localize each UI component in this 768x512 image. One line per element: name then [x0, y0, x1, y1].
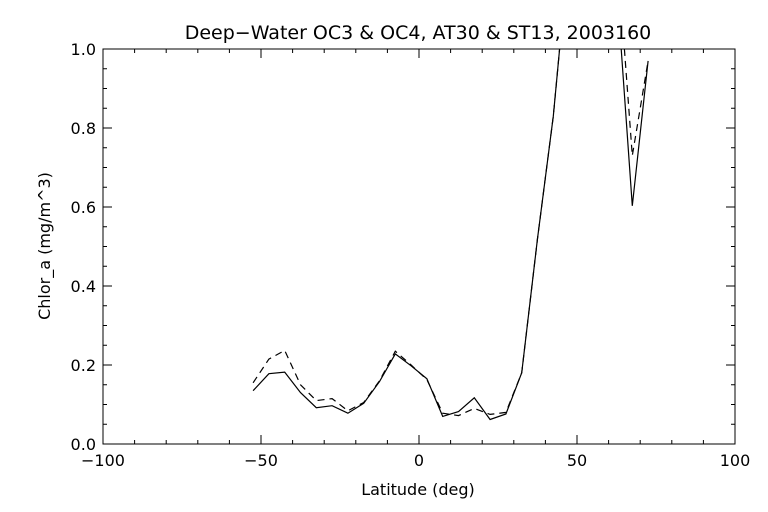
y-tick-label: 0.2 — [71, 356, 96, 375]
x-tick-label: 0 — [414, 451, 424, 470]
solid-series-line-segment-2 — [620, 48, 649, 206]
dashed-series-line-segment-1 — [252, 48, 561, 417]
plot-frame — [102, 48, 736, 445]
y-tick-label: 0.0 — [71, 435, 96, 454]
dashed-series-line-segment-2 — [623, 48, 649, 156]
chart-title: Deep−Water OC3 & OC4, AT30 & ST13, 20031… — [185, 22, 652, 44]
y-tick-label: 0.4 — [71, 277, 96, 296]
y-tick-label: 1.0 — [71, 40, 96, 59]
y-axis-label: Chlor_a (mg/m^3) — [35, 172, 55, 320]
x-tick-label: −50 — [244, 451, 278, 470]
x-tick-label: −100 — [81, 451, 125, 470]
x-tick-label: 100 — [720, 451, 751, 470]
axes: −100 −50 0 50 100 0.0 0.2 0.4 0.6 0.8 1.0 — [71, 40, 751, 470]
x-axis-label: Latitude (deg) — [361, 480, 475, 499]
y-tick-label: 0.6 — [71, 198, 96, 217]
solid-series-line-segment-1 — [252, 48, 561, 421]
x-tick-label: 50 — [567, 451, 587, 470]
series-layer — [252, 48, 649, 421]
y-tick-label: 0.8 — [71, 119, 96, 138]
